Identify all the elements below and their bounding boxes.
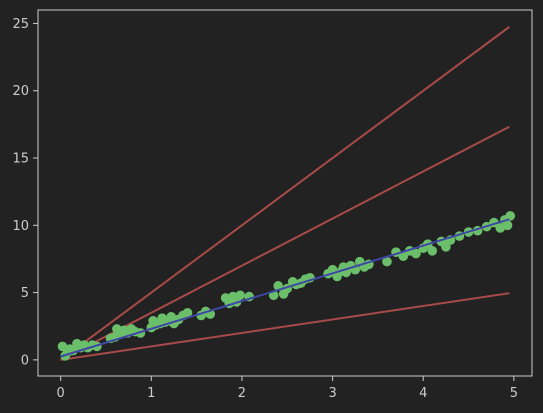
scatter-point — [382, 256, 392, 267]
guide-line-2 — [60, 125, 510, 361]
x-tick-label: 0 — [57, 386, 65, 401]
x-tick-label: 4 — [419, 386, 427, 401]
scatter-point — [505, 211, 516, 221]
scatter-point — [182, 307, 193, 318]
scatter-point — [427, 246, 438, 256]
y-tick-label: 20 — [12, 84, 29, 99]
y-tick-label: 5 — [21, 286, 29, 301]
axes-frame — [37, 9, 533, 377]
y-tick-label: 25 — [12, 17, 29, 32]
y-tick-label: 15 — [12, 152, 29, 167]
axis-ticks: 0 1 2 3 4 5 0 5 10 15 20 25 — [12, 17, 518, 401]
y-tick-label: 10 — [12, 219, 29, 234]
guide-line-3 — [60, 292, 510, 361]
x-tick-label: 5 — [510, 386, 518, 401]
y-tick-label: 0 — [21, 353, 29, 368]
fit-line — [60, 218, 510, 358]
scatter-point — [441, 242, 451, 252]
scatter-point — [398, 251, 409, 262]
scatter-point — [495, 223, 506, 233]
plot-area — [57, 26, 516, 361]
scatter-point — [502, 220, 513, 231]
scatter-point — [235, 290, 245, 301]
x-tick-label: 3 — [328, 386, 336, 401]
guide-line-1 — [60, 26, 510, 361]
scatter-point — [411, 248, 421, 259]
x-tick-label: 1 — [147, 386, 155, 401]
x-tick-label: 2 — [238, 386, 246, 401]
